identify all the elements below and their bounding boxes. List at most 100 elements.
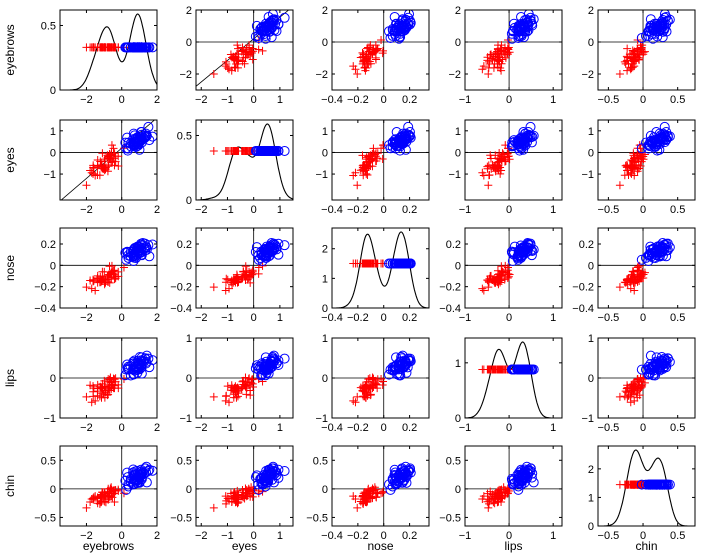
y-tick-label: 0 bbox=[455, 147, 461, 159]
x-tick-label: −0.4 bbox=[321, 94, 343, 106]
y-tick-label: −0.5 bbox=[439, 512, 461, 524]
x-tick-label: −2 bbox=[195, 312, 208, 324]
x-tick-label: −0.4 bbox=[321, 204, 343, 216]
blue-circle-marker bbox=[389, 135, 400, 146]
blue-circle-marker bbox=[390, 26, 401, 37]
panel-frame bbox=[331, 119, 430, 201]
y-tick-label: 0 bbox=[455, 37, 461, 49]
red-plus-marker bbox=[221, 62, 230, 71]
blue-circle-marker bbox=[645, 350, 656, 361]
red-plus-marker bbox=[89, 163, 98, 172]
x-tick-label: −1 bbox=[221, 94, 234, 106]
red-plus-marker bbox=[624, 391, 633, 400]
red-plus-marker bbox=[371, 53, 380, 62]
blue-circle-marker bbox=[261, 477, 272, 488]
y-tick-label: 2 bbox=[186, 5, 192, 17]
x-tick-label: 0 bbox=[640, 422, 646, 434]
blue-circle-marker bbox=[268, 356, 279, 367]
red-plus-marker bbox=[622, 52, 631, 61]
red-plus-marker bbox=[231, 53, 240, 62]
red-plus-marker bbox=[109, 144, 118, 153]
panel-content bbox=[332, 120, 429, 200]
blue-circle-marker bbox=[137, 238, 148, 249]
red-plus-marker bbox=[225, 398, 234, 407]
panel-eyebrows-vs-eyebrows: −2 0 2 0 0.5 bbox=[41, 9, 160, 106]
y-tick-label: 2 bbox=[322, 5, 328, 17]
x-tick-label: 1 bbox=[277, 422, 283, 434]
blue-circle-marker bbox=[133, 469, 144, 480]
red-plus-marker bbox=[497, 271, 506, 280]
y-tick-label: 0 bbox=[322, 373, 328, 385]
blue-circle-marker bbox=[645, 241, 656, 252]
red-plus-marker bbox=[483, 275, 492, 284]
panel-nose-vs-lips: −1 0 1 −0.4 −0.2 0 0.2 bbox=[439, 227, 563, 324]
red-plus-marker bbox=[494, 56, 503, 65]
y-tick-label: −0.2 bbox=[439, 282, 461, 294]
red-plus-marker bbox=[631, 278, 640, 287]
red-plus-marker bbox=[484, 283, 493, 292]
blue-circle-marker bbox=[662, 132, 673, 143]
panel-content bbox=[332, 10, 429, 90]
red-plus-marker bbox=[231, 491, 240, 500]
x-tick-label: 1 bbox=[277, 204, 283, 216]
blue-circle-marker bbox=[397, 477, 408, 488]
panel-content bbox=[598, 228, 695, 308]
blue-circle-marker bbox=[650, 362, 661, 373]
blue-circle-marker bbox=[525, 364, 536, 375]
x-tick-label: 2 bbox=[154, 530, 160, 542]
red-plus-marker bbox=[373, 259, 382, 268]
red-plus-marker bbox=[353, 503, 362, 512]
blue-circle-marker bbox=[514, 364, 525, 375]
red-plus-marker bbox=[93, 155, 102, 164]
y-tick-label: 1 bbox=[588, 492, 594, 504]
x-tick-label: 0 bbox=[251, 94, 257, 106]
red-plus-marker bbox=[209, 146, 218, 155]
y-tick-label: 0.5 bbox=[313, 455, 328, 467]
blue-circle-marker bbox=[132, 241, 143, 252]
x-tick-label: −2 bbox=[195, 530, 208, 542]
panel-lips-vs-eyes: −2 −1 0 1−101 bbox=[179, 333, 294, 434]
red-plus-marker bbox=[630, 286, 639, 295]
red-plus-marker bbox=[633, 266, 642, 275]
red-plus-marker bbox=[366, 391, 375, 400]
y-tick-label: 0 bbox=[50, 147, 56, 159]
red-plus-marker bbox=[103, 153, 112, 162]
red-plus-marker bbox=[500, 50, 509, 59]
blue-circle-marker bbox=[131, 252, 142, 263]
blue-circle-marker bbox=[398, 358, 409, 369]
blue-circle-marker bbox=[255, 362, 266, 373]
x-tick-label: 1 bbox=[550, 422, 556, 434]
panel-frame bbox=[464, 119, 563, 201]
red-plus-marker bbox=[358, 259, 367, 268]
panel-eyes-vs-lips: −1 0 1 −1 0 1 bbox=[448, 119, 563, 216]
red-plus-marker bbox=[98, 149, 107, 158]
red-plus-marker bbox=[365, 152, 374, 161]
red-plus-marker bbox=[365, 374, 374, 383]
red-plus-marker bbox=[490, 499, 499, 508]
y-tick-label: 0 bbox=[322, 147, 328, 159]
red-plus-marker bbox=[483, 56, 492, 65]
blue-circle-marker bbox=[390, 258, 401, 269]
x-variable-label-nose: nose bbox=[367, 539, 393, 553]
red-plus-marker bbox=[495, 148, 504, 157]
red-plus-marker bbox=[82, 181, 91, 190]
x-tick-label: 0 bbox=[251, 422, 257, 434]
panel-content bbox=[196, 228, 293, 308]
y-tick-label: −1 bbox=[315, 169, 328, 181]
blue-circle-marker bbox=[396, 136, 407, 147]
red-plus-marker bbox=[245, 374, 254, 383]
panel-frame bbox=[464, 227, 563, 309]
red-plus-marker bbox=[351, 398, 360, 407]
blue-circle-marker bbox=[268, 477, 279, 488]
y-tick-label: −1 bbox=[315, 413, 328, 425]
red-plus-marker bbox=[101, 388, 110, 397]
panel-content bbox=[60, 13, 157, 90]
red-plus-marker bbox=[621, 161, 630, 170]
x-tick-label: 0 bbox=[119, 204, 125, 216]
blue-circle-marker bbox=[279, 145, 290, 156]
red-plus-marker bbox=[479, 492, 488, 501]
blue-circle-marker bbox=[654, 21, 665, 32]
red-plus-marker bbox=[247, 268, 256, 277]
red-plus-marker bbox=[358, 491, 367, 500]
red-plus-marker bbox=[378, 381, 387, 390]
